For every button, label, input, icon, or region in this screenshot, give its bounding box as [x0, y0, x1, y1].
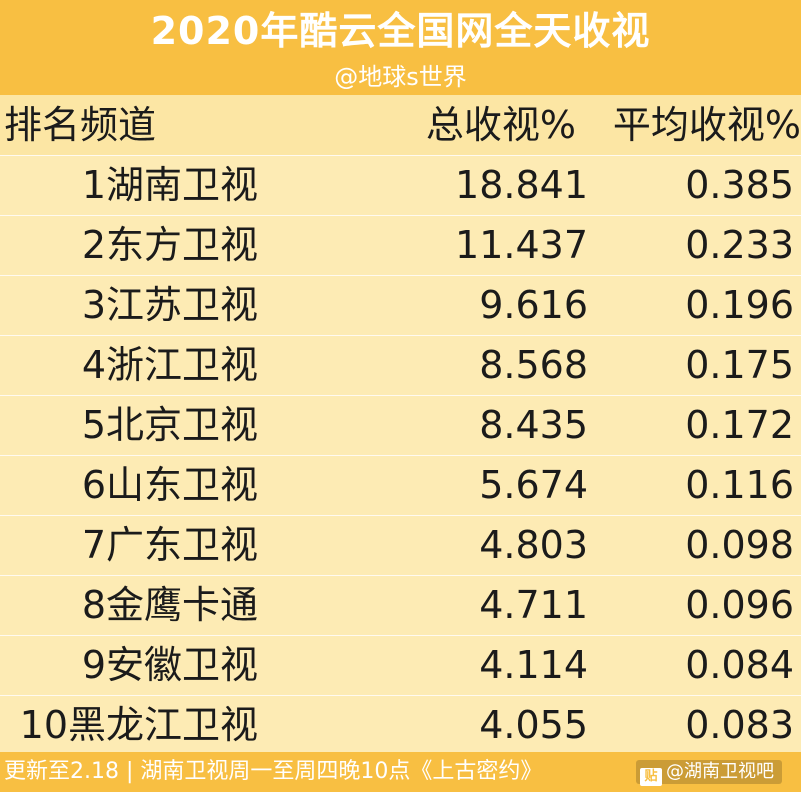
average-rating: 0.084 — [685, 643, 794, 687]
total-rating: 9.616 — [479, 283, 588, 327]
channel-name: 3江苏卫视 — [81, 283, 258, 327]
average-rating: 0.116 — [685, 463, 794, 507]
channel-name: 1湖南卫视 — [81, 163, 258, 207]
table-row: 4浙江卫视 8.568 0.175 — [0, 335, 801, 395]
total-rating: 4.055 — [479, 703, 588, 747]
average-rating: 0.196 — [685, 283, 794, 327]
table-row: 6山东卫视 5.674 0.116 — [0, 455, 801, 515]
table-row: 7广东卫视 4.803 0.098 — [0, 515, 801, 575]
total-rating: 5.674 — [479, 463, 588, 507]
page-title: 2020年酷云全国网全天收视 — [150, 9, 651, 53]
average-rating: 0.233 — [685, 223, 794, 267]
average-rating: 0.175 — [685, 343, 794, 387]
ratings-table: 1湖南卫视 18.841 0.385 2东方卫视 11.437 0.233 3江… — [0, 155, 801, 755]
channel-name: 4浙江卫视 — [81, 343, 258, 387]
total-rating: 4.711 — [479, 583, 588, 627]
average-rating: 0.098 — [685, 523, 794, 567]
column-header-average: 平均收视% — [612, 103, 801, 147]
channel-name: 10黑龙江卫视 — [19, 703, 258, 747]
header-banner: 2020年酷云全国网全天收视 @地球s世界 — [0, 0, 801, 95]
total-rating: 18.841 — [455, 163, 588, 207]
column-header-total: 总收视% — [425, 103, 576, 147]
channel-name: 2东方卫视 — [81, 223, 258, 267]
table-row: 5北京卫视 8.435 0.172 — [0, 395, 801, 455]
table-row: 9安徽卫视 4.114 0.084 — [0, 635, 801, 695]
watermark: 贴 @湖南卫视吧 — [636, 760, 782, 786]
author-handle: @地球s世界 — [334, 63, 467, 91]
watermark-text: @湖南卫视吧 — [666, 761, 774, 782]
channel-name: 7广东卫视 — [81, 523, 258, 567]
table-row: 2东方卫视 11.437 0.233 — [0, 215, 801, 275]
table-row: 3江苏卫视 9.616 0.196 — [0, 275, 801, 335]
total-rating: 4.114 — [479, 643, 588, 687]
average-rating: 0.385 — [685, 163, 794, 207]
channel-name: 8金鹰卡通 — [81, 583, 258, 627]
total-rating: 8.435 — [479, 403, 588, 447]
footer-note: 更新至2.18 | 湖南卫视周一至周四晚10点《上古密约》 — [4, 759, 543, 784]
total-rating: 11.437 — [455, 223, 588, 267]
channel-name: 5北京卫视 — [81, 403, 258, 447]
total-rating: 8.568 — [479, 343, 588, 387]
column-header-rank-channel: 排名频道 — [4, 103, 157, 147]
average-rating: 0.083 — [685, 703, 794, 747]
total-rating: 4.803 — [479, 523, 588, 567]
table-row: 1湖南卫视 18.841 0.385 — [0, 155, 801, 215]
channel-name: 9安徽卫视 — [81, 643, 258, 687]
table-row: 8金鹰卡通 4.711 0.096 — [0, 575, 801, 635]
table-header: 排名频道 总收视% 平均收视% — [0, 95, 801, 155]
tieba-logo-icon: 贴 — [640, 768, 662, 786]
average-rating: 0.172 — [685, 403, 794, 447]
channel-name: 6山东卫视 — [81, 463, 258, 507]
table-row: 10黑龙江卫视 4.055 0.083 — [0, 695, 801, 755]
footer-banner: 更新至2.18 | 湖南卫视周一至周四晚10点《上古密约》 贴 @湖南卫视吧 — [0, 752, 801, 792]
average-rating: 0.096 — [685, 583, 794, 627]
